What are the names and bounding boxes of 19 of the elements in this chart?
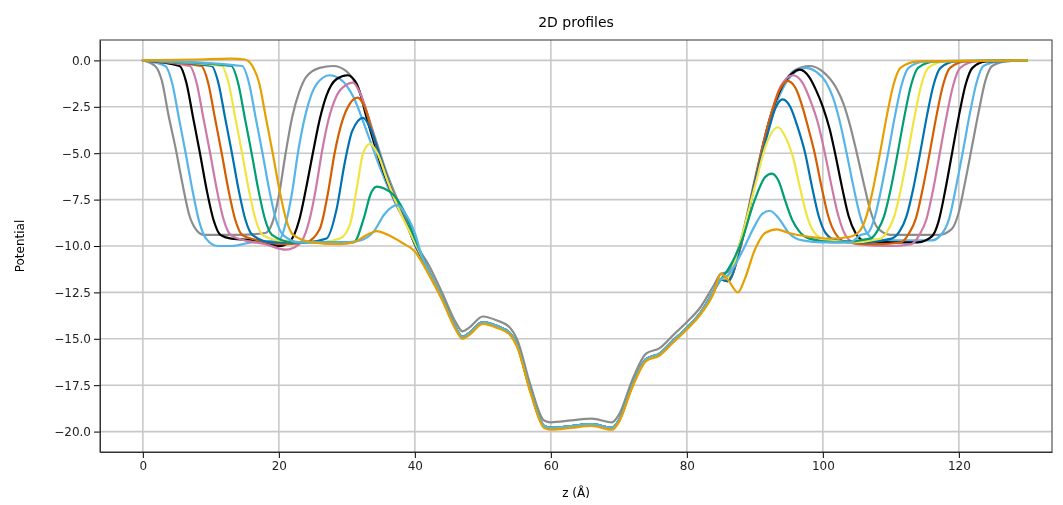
x-tick-label: 20 bbox=[271, 458, 287, 473]
y-axis-title: Potential bbox=[13, 219, 27, 273]
y-tick-label: −2.5 bbox=[61, 100, 91, 115]
y-tick-label: 0.0 bbox=[71, 53, 91, 68]
x-axis-title: z (Å) bbox=[562, 485, 590, 500]
y-tick-label: −5.0 bbox=[61, 146, 91, 161]
chart-title: 2D profiles bbox=[538, 14, 614, 30]
x-tick-label: 60 bbox=[543, 458, 559, 473]
x-tick-label: 100 bbox=[811, 458, 835, 473]
y-tick-label: −10.0 bbox=[54, 239, 91, 254]
y-tick-label: −20.0 bbox=[54, 424, 91, 439]
x-tick-label: 80 bbox=[679, 458, 695, 473]
y-tick-label: −17.5 bbox=[54, 378, 91, 393]
y-tick-label: −7.5 bbox=[61, 192, 91, 207]
y-tick-label: −12.5 bbox=[54, 285, 91, 300]
x-tick-label: 120 bbox=[947, 458, 971, 473]
y-tick-label: −15.0 bbox=[54, 332, 91, 347]
x-tick-label: 40 bbox=[407, 458, 423, 473]
x-tick-label: 0 bbox=[139, 458, 148, 473]
